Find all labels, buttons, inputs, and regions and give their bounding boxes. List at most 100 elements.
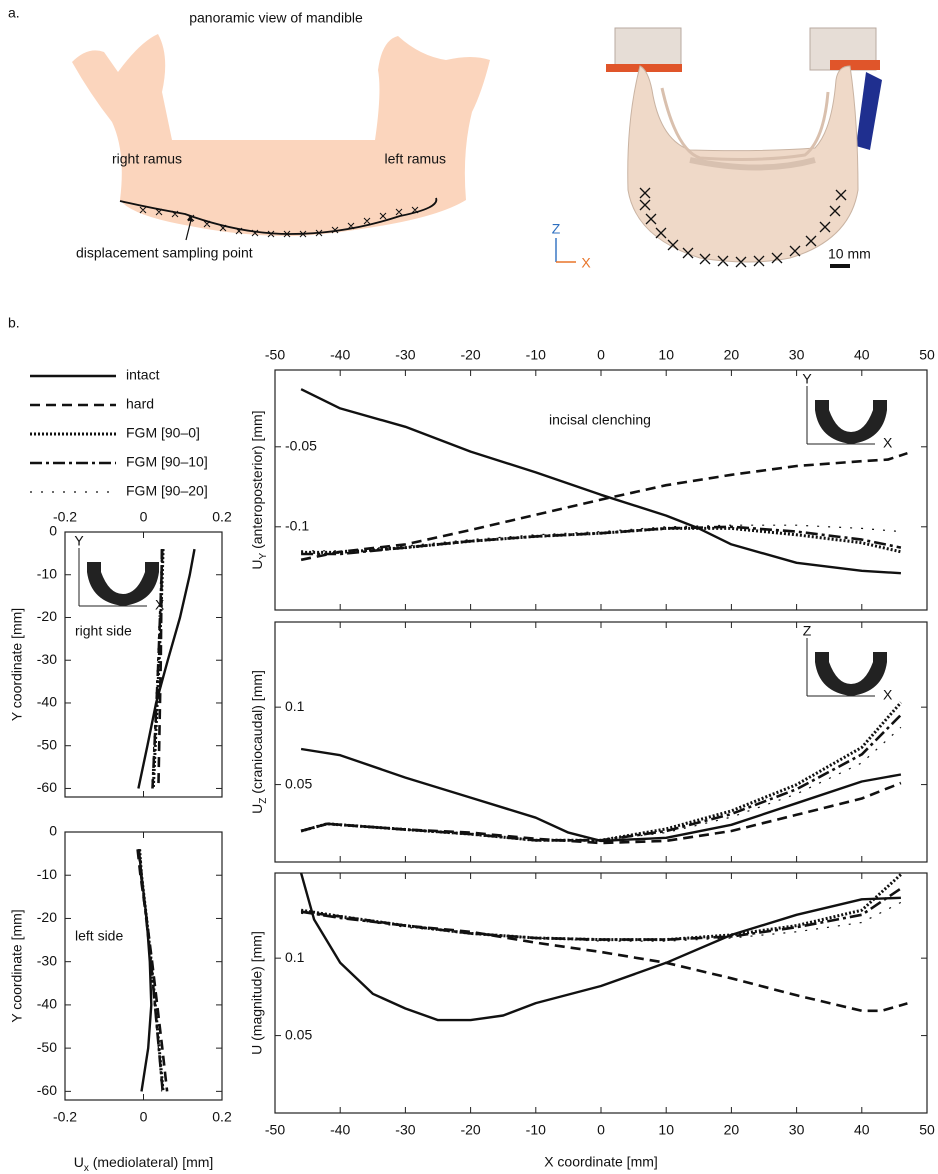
x-axis-label: X coordinate [mm] (544, 1154, 658, 1170)
x-axis-label-part: U (74, 1154, 84, 1170)
plot-frame (64, 831, 223, 1101)
y-tick-label: 0 (49, 523, 57, 539)
x-tick-label: -40 (330, 1122, 350, 1138)
x-tick-label: -50 (265, 1122, 285, 1138)
series-line (139, 849, 163, 1092)
y-tick-label: 0.1 (285, 698, 305, 714)
y-axis-label-part: Y (258, 552, 269, 559)
series-line (301, 525, 902, 556)
pointer (185, 219, 192, 241)
y-axis-label: U (magnitude) [mm] (249, 931, 265, 1055)
y-tick-label: -50 (37, 736, 57, 752)
y-tick-label: -0.05 (285, 438, 317, 454)
x-tick-label: 0.2 (212, 509, 232, 525)
series-line (299, 872, 901, 1022)
x-tick-label: 50 (919, 1122, 935, 1138)
x-tick-label: 0 (140, 509, 148, 525)
y-axis-label-part: (craniocaudal) [mm] (249, 670, 265, 798)
y-tick-label: -60 (37, 779, 57, 795)
x-axis-label-part: (mediolateral) [mm] (89, 1154, 213, 1170)
left-ramus-label: left ramus (385, 151, 446, 167)
y-tick-label: -10 (37, 565, 57, 581)
series-line (137, 849, 164, 1092)
panel-label: b. (8, 315, 20, 331)
x-tick-label: -20 (460, 347, 480, 363)
y-tick-label: 0 (49, 823, 57, 839)
x-tick-label: 0 (140, 1109, 148, 1125)
series-line (300, 726, 902, 841)
series-line (151, 549, 163, 789)
legend-label: hard (126, 396, 154, 412)
y-tick-label: -0.1 (285, 518, 309, 534)
sampling-crosses (139, 206, 419, 238)
y-tick-label: -40 (37, 996, 57, 1012)
y-tick-label: 0.05 (285, 1026, 312, 1042)
inset-axis-label: Y (802, 371, 812, 387)
series-line (151, 549, 164, 789)
y-axis-label-part: U (249, 804, 265, 814)
y-tick-label: -30 (37, 651, 57, 667)
series-line (137, 548, 196, 789)
y-axis-label: Y coordinate [mm] (9, 909, 25, 1022)
inset-mandible (815, 400, 887, 444)
panel-label: a. (8, 5, 20, 21)
x-tick-label: -20 (460, 1122, 480, 1138)
x-tick-label: 40 (854, 1122, 870, 1138)
legend-label: FGM [90–10] (126, 454, 208, 470)
x-tick-label: 50 (919, 347, 935, 363)
y-axis-label: UY (anteroposterior) [mm] (249, 410, 269, 569)
legend-label: FGM [90–0] (126, 425, 200, 441)
x-tick-label: 40 (854, 347, 870, 363)
sampling-curve (119, 197, 438, 235)
x-tick-label: -10 (526, 1122, 546, 1138)
x-tick-label: 20 (724, 347, 740, 363)
plot-frame (274, 369, 928, 611)
panel-a-title: panoramic view of mandible (189, 10, 363, 26)
y-axis-label-part: U (249, 559, 265, 569)
series-line (301, 524, 901, 552)
mandible-panorama (72, 34, 490, 236)
series-line (300, 910, 908, 1013)
y-axis-label-part: (anteroposterior) [mm] (249, 410, 265, 552)
x-tick-label: 30 (789, 347, 805, 363)
x-tick-label: 30 (789, 1122, 805, 1138)
x-tick-label: -30 (395, 1122, 415, 1138)
y-tick-label: -40 (37, 694, 57, 710)
series-line (300, 451, 908, 562)
y-tick-label: -20 (37, 909, 57, 925)
x-tick-label: 20 (724, 1122, 740, 1138)
series-line (300, 781, 902, 845)
y-tick-label: -30 (37, 952, 57, 968)
x-tick-label: 10 (658, 347, 674, 363)
series-line (300, 747, 902, 843)
legend-label: FGM [90–20] (126, 483, 208, 499)
inset-axis-label: X (883, 435, 893, 451)
render-crosses (639, 187, 847, 268)
y-tick-label: 0.05 (285, 775, 312, 791)
right-ramus-label: right ramus (112, 151, 182, 167)
inset-axis-label: X (883, 687, 893, 703)
series-line (300, 713, 902, 842)
y-tick-label: -50 (37, 1039, 57, 1055)
x-tick-label: -10 (526, 347, 546, 363)
x-tick-label: 0 (597, 1122, 605, 1138)
x-tick-label: -0.2 (53, 509, 77, 525)
y-axis-label: UZ (craniocaudal) [mm] (249, 670, 269, 814)
scale-bar (830, 264, 850, 268)
x-tick-label: 10 (658, 1122, 674, 1138)
legend-label: intact (126, 367, 160, 383)
x-tick-label: 0.2 (212, 1109, 232, 1125)
axis-z-label: Z (552, 221, 561, 237)
y-axis-label-part: Z (258, 798, 269, 804)
x-axis-label: Ux (mediolateral) [mm] (74, 1154, 214, 1174)
annotation: left side (75, 928, 123, 944)
inset-axis-label: Y (74, 533, 84, 549)
series-line (300, 887, 902, 941)
series-line (300, 873, 902, 942)
x-tick-label: -50 (265, 347, 285, 363)
y-axis-label: Y coordinate [mm] (9, 608, 25, 721)
pointer-head (187, 215, 193, 222)
y-tick-label: -20 (37, 608, 57, 624)
y-tick-label: 0.1 (285, 949, 305, 965)
